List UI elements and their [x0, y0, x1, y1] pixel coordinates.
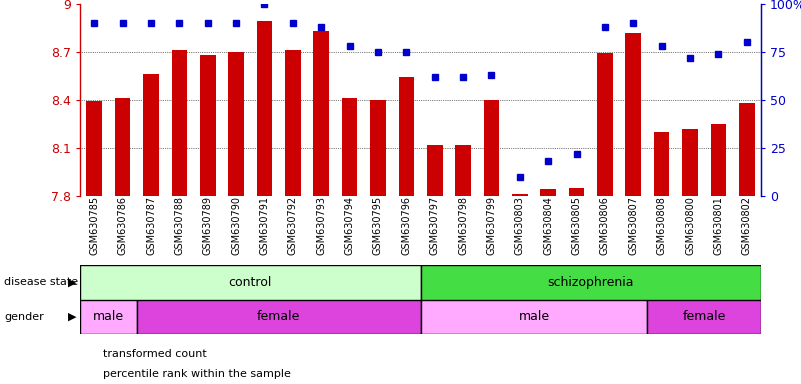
Bar [455, 145, 471, 196]
Bar [739, 103, 755, 196]
Text: GSM630791: GSM630791 [260, 196, 269, 255]
Text: GSM630808: GSM630808 [657, 196, 666, 255]
Text: GSM630800: GSM630800 [685, 196, 695, 255]
Text: GSM630794: GSM630794 [344, 196, 355, 255]
Bar [256, 22, 272, 196]
Bar [399, 78, 414, 196]
Text: GSM630795: GSM630795 [373, 196, 383, 255]
Text: ▶: ▶ [67, 277, 76, 287]
Text: female: female [682, 310, 726, 323]
Bar [370, 100, 386, 196]
Text: GSM630805: GSM630805 [572, 196, 582, 255]
Text: GSM630787: GSM630787 [146, 196, 156, 255]
Bar [80, 300, 137, 334]
Text: GSM630790: GSM630790 [231, 196, 241, 255]
Bar [143, 74, 159, 196]
Text: gender: gender [4, 312, 44, 322]
Bar [710, 124, 727, 196]
Bar [115, 98, 131, 196]
Text: control: control [228, 276, 272, 289]
Bar [137, 300, 421, 334]
Text: GSM630804: GSM630804 [543, 196, 553, 255]
Text: GSM630806: GSM630806 [600, 196, 610, 255]
Bar [285, 50, 300, 196]
Text: GSM630799: GSM630799 [486, 196, 497, 255]
Bar [171, 50, 187, 196]
Text: male: male [93, 310, 124, 323]
Text: ▶: ▶ [67, 312, 76, 322]
Bar [427, 145, 442, 196]
Bar [654, 132, 670, 196]
Bar [512, 194, 528, 196]
Bar [80, 265, 421, 300]
Bar [228, 52, 244, 196]
Bar [569, 188, 585, 196]
Text: GSM630802: GSM630802 [742, 196, 752, 255]
Bar [647, 300, 761, 334]
Text: disease state: disease state [4, 277, 78, 287]
Text: female: female [257, 310, 300, 323]
Text: GSM630788: GSM630788 [175, 196, 184, 255]
Bar [626, 33, 641, 196]
Text: GSM630785: GSM630785 [89, 196, 99, 255]
Text: schizophrenia: schizophrenia [548, 276, 634, 289]
Bar [313, 31, 329, 196]
Bar [342, 98, 357, 196]
Text: male: male [518, 310, 549, 323]
Text: GSM630798: GSM630798 [458, 196, 468, 255]
Text: GSM630803: GSM630803 [515, 196, 525, 255]
Text: GSM630801: GSM630801 [714, 196, 723, 255]
Text: transformed count: transformed count [103, 349, 207, 359]
Text: GSM630807: GSM630807 [628, 196, 638, 255]
Bar [484, 100, 499, 196]
Bar [682, 129, 698, 196]
Bar [421, 265, 761, 300]
Bar [597, 53, 613, 196]
Text: GSM630793: GSM630793 [316, 196, 326, 255]
Bar [200, 55, 215, 196]
Bar [421, 300, 647, 334]
Text: percentile rank within the sample: percentile rank within the sample [103, 369, 291, 379]
Bar [541, 189, 556, 196]
Text: GSM630797: GSM630797 [429, 196, 440, 255]
Text: GSM630796: GSM630796 [401, 196, 412, 255]
Text: GSM630792: GSM630792 [288, 196, 298, 255]
Text: GSM630789: GSM630789 [203, 196, 213, 255]
Bar [87, 101, 102, 196]
Text: GSM630786: GSM630786 [118, 196, 127, 255]
